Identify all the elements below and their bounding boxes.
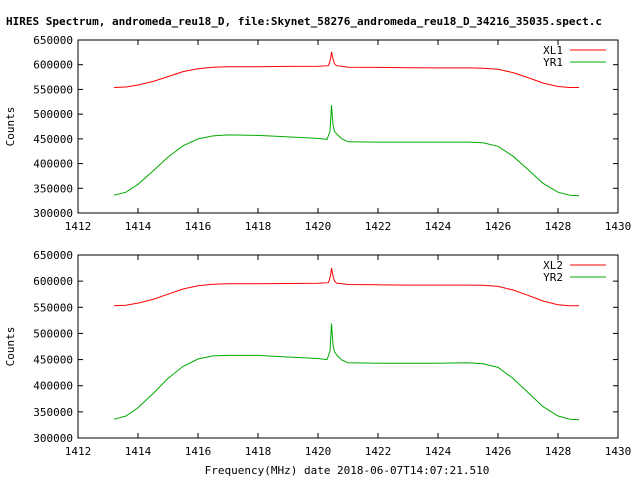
y-tick-label: 650000 (33, 249, 73, 262)
x-tick-label: 1418 (245, 220, 272, 233)
x-tick-label: 1428 (545, 220, 572, 233)
y-tick-label: 300000 (33, 207, 73, 220)
legend-label-yr1: YR1 (543, 56, 563, 69)
x-tick-label: 1424 (425, 445, 452, 458)
page-title: HIRES Spectrum, andromeda_reu18_D, file:… (6, 15, 602, 28)
x-tick-label: 1422 (365, 445, 392, 458)
x-tick-label: 1426 (485, 445, 512, 458)
x-tick-label: 1414 (125, 445, 152, 458)
series-line-xl1 (113, 51, 579, 88)
y-axis-label: Counts (4, 327, 17, 367)
y-tick-label: 550000 (33, 301, 73, 314)
legend-label-xl2: XL2 (543, 259, 563, 272)
x-tick-label: 1426 (485, 220, 512, 233)
x-tick-label: 1412 (65, 445, 92, 458)
y-tick-label: 500000 (33, 108, 73, 121)
y-tick-label: 350000 (33, 182, 73, 195)
y-axis-label: Counts (4, 107, 17, 147)
x-tick-label: 1424 (425, 220, 452, 233)
x-tick-label: 1420 (305, 220, 332, 233)
y-tick-label: 650000 (33, 34, 73, 47)
chart-panel-1: 300000 350000 400000 450000 500000 550000 6000… (4, 34, 631, 233)
y-tick-label: 600000 (33, 59, 73, 72)
chart-panels: 300000 350000 400000 450000 500000 550000 6000… (4, 34, 631, 458)
x-tick-label: 1420 (305, 445, 332, 458)
y-tick-label: 600000 (33, 275, 73, 288)
x-tick-label: 1418 (245, 445, 272, 458)
series-line-xl2 (113, 268, 579, 307)
plot-frame (77, 39, 619, 214)
x-tick-label: 1422 (365, 220, 392, 233)
y-tick-label: 350000 (33, 406, 73, 419)
y-tick-label: 450000 (33, 133, 73, 146)
x-axis-caption: Frequency(MHz) date 2018-06-07T14:07:21.… (205, 464, 490, 477)
series-line-yr2 (113, 323, 580, 421)
x-tick-label: 1428 (545, 445, 572, 458)
plot-frame (77, 254, 619, 439)
y-tick-label: 500000 (33, 327, 73, 340)
x-tick-label: 1412 (65, 220, 92, 233)
y-tick-label: 450000 (33, 354, 73, 367)
y-tick-label: 300000 (33, 432, 73, 445)
x-tick-label: 1416 (185, 220, 212, 233)
y-tick-label: 400000 (33, 158, 73, 171)
y-tick-label: 400000 (33, 380, 73, 393)
legend-label-xl1: XL1 (543, 44, 563, 57)
chart-panel-2: 300000 350000 400000 450000 500000 550000 6000… (4, 249, 631, 458)
y-tick-label: 550000 (33, 83, 73, 96)
x-tick-label: 1430 (605, 220, 632, 233)
x-tick-label: 1430 (605, 445, 632, 458)
x-tick-label: 1414 (125, 220, 152, 233)
series-line-yr1 (113, 105, 580, 197)
legend-label-yr2: YR2 (543, 271, 563, 284)
x-tick-label: 1416 (185, 445, 212, 458)
